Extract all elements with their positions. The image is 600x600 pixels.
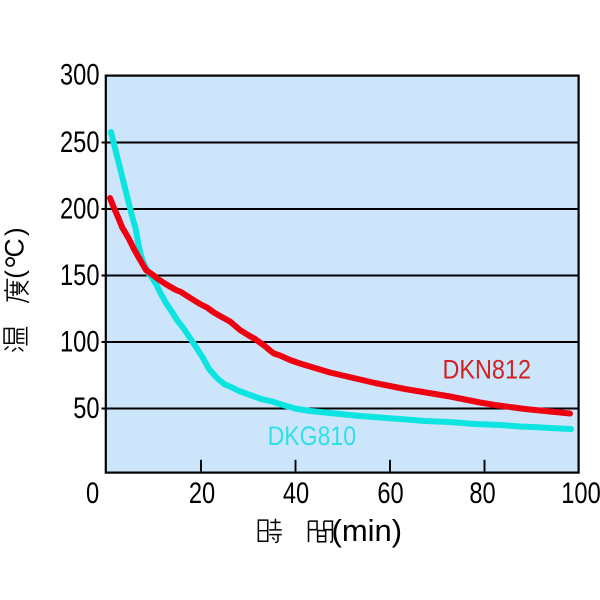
- svg-text:300: 300: [60, 59, 100, 92]
- svg-text:20: 20: [189, 477, 215, 510]
- svg-text:40: 40: [283, 477, 309, 510]
- svg-text:100: 100: [561, 477, 600, 510]
- svg-text:(min): (min): [332, 513, 403, 548]
- svg-text:200: 200: [60, 192, 100, 225]
- svg-text:150: 150: [60, 259, 100, 292]
- svg-text:60: 60: [377, 477, 403, 510]
- svg-text:250: 250: [60, 126, 100, 159]
- svg-text:C: C: [0, 238, 30, 257]
- svg-text:0: 0: [86, 477, 99, 510]
- svg-text:(: (: [0, 270, 30, 279]
- svg-text:80: 80: [469, 477, 495, 510]
- svg-text:DKN812: DKN812: [443, 355, 532, 385]
- svg-text:): ): [0, 227, 30, 236]
- svg-text:50: 50: [73, 392, 99, 425]
- svg-text:100: 100: [60, 325, 100, 358]
- svg-text:DKG810: DKG810: [268, 421, 357, 451]
